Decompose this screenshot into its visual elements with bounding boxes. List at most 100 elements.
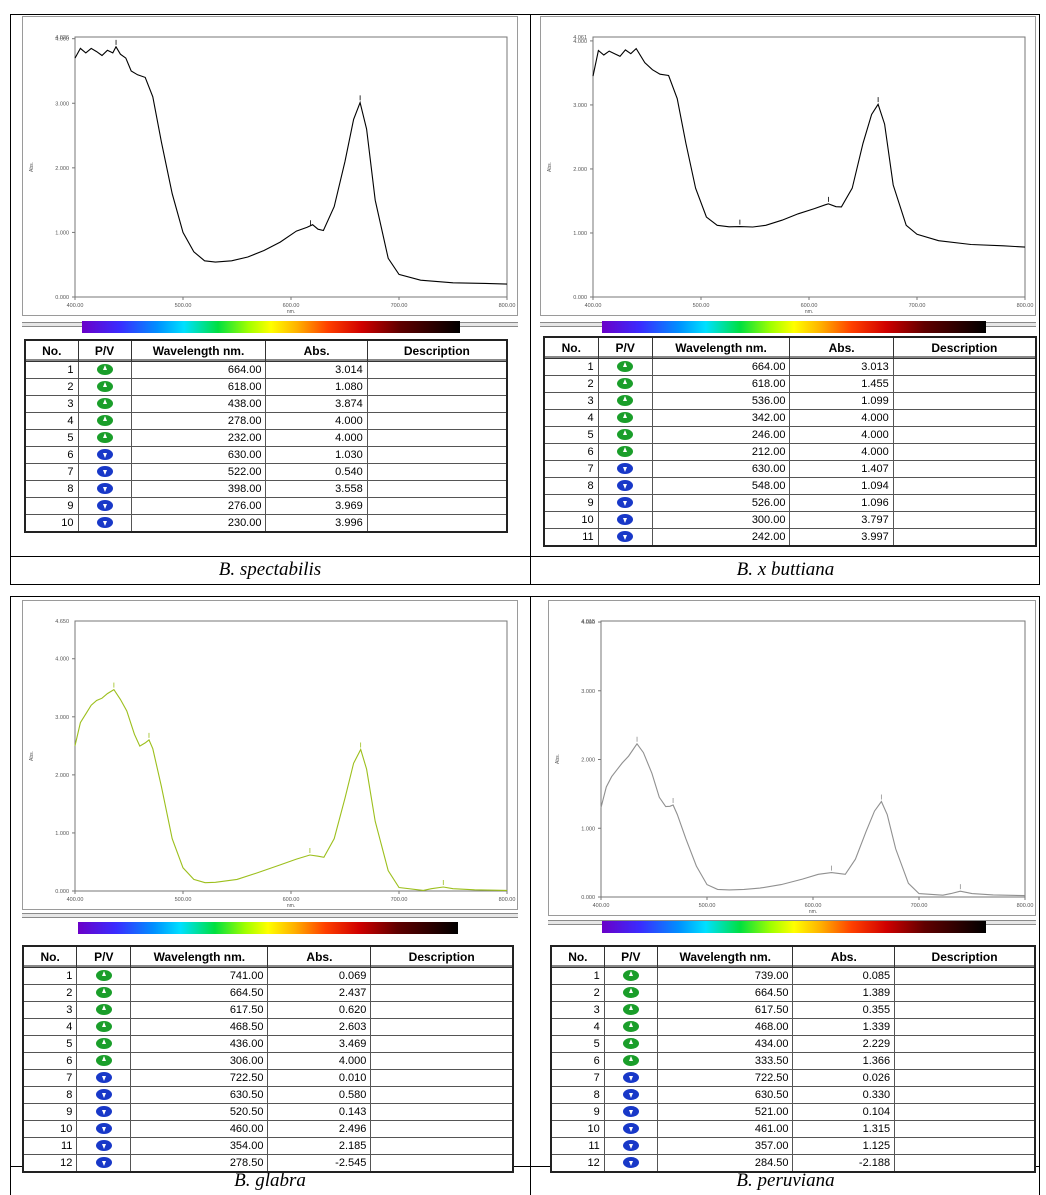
description-cell	[894, 1035, 1036, 1053]
pv-cell	[77, 497, 132, 515]
table-row[interactable]: 11 354.00 2.185	[22, 1137, 514, 1155]
pv-cell	[597, 477, 653, 495]
column-header-p-v[interactable]: P/V	[77, 339, 132, 362]
column-header-wavelength-nm[interactable]: Wavelength nm.	[130, 339, 267, 362]
table-row[interactable]: 7 722.50 0.010	[22, 1069, 514, 1087]
pv-cell	[76, 984, 132, 1002]
splitter-bar[interactable]	[22, 913, 518, 918]
table-row[interactable]: 12 284.50 -2.188	[550, 1154, 1036, 1173]
y-tick-label: 4.000	[55, 657, 69, 663]
table-row[interactable]: 1 664.00 3.013	[543, 358, 1037, 376]
column-header-no[interactable]: No.	[24, 339, 79, 362]
absorbance-cell: 0.026	[792, 1069, 896, 1087]
table-row[interactable]: 8 548.00 1.094	[543, 477, 1037, 495]
description-cell	[370, 967, 514, 985]
column-header-no[interactable]: No.	[543, 336, 599, 359]
table-row[interactable]: 11 242.00 3.997	[543, 528, 1037, 547]
absorbance-cell: 1.366	[792, 1052, 896, 1070]
column-header-p-v[interactable]: P/V	[603, 945, 658, 968]
x-tick-label: 700.00	[391, 303, 408, 309]
table-row[interactable]: 7 722.50 0.026	[550, 1069, 1036, 1087]
pv-cell	[77, 463, 132, 481]
table-row[interactable]: 5 246.00 4.000	[543, 426, 1037, 444]
table-row[interactable]: 3 536.00 1.099	[543, 392, 1037, 410]
pv-cell	[603, 1052, 658, 1070]
description-cell	[892, 426, 1037, 444]
column-header-abs[interactable]: Abs.	[265, 339, 368, 362]
wavelength-cell: 630.50	[130, 1086, 269, 1104]
table-row[interactable]: 9 520.50 0.143	[22, 1103, 514, 1121]
table-row[interactable]: 5 232.00 4.000	[24, 429, 508, 447]
table-row[interactable]: 5 434.00 2.229	[550, 1035, 1036, 1053]
row-number: 1	[543, 358, 599, 376]
table-row[interactable]: 7 630.00 1.407	[543, 460, 1037, 478]
table-row[interactable]: 9 521.00 0.104	[550, 1103, 1036, 1121]
column-header-abs[interactable]: Abs.	[792, 945, 896, 968]
table-row[interactable]: 5 436.00 3.469	[22, 1035, 514, 1053]
table-row[interactable]: 8 630.50 0.580	[22, 1086, 514, 1104]
description-cell	[892, 392, 1037, 410]
peak-icon	[96, 398, 113, 410]
y-tick-label: 4.000	[581, 620, 595, 626]
table-row[interactable]: 10 230.00 3.996	[24, 514, 508, 533]
table-row[interactable]: 10 300.00 3.797	[543, 511, 1037, 529]
pv-cell	[603, 984, 658, 1002]
table-row[interactable]: 2 618.00 1.455	[543, 375, 1037, 393]
table-row[interactable]: 2 618.00 1.080	[24, 378, 508, 396]
column-header-no[interactable]: No.	[550, 945, 605, 968]
table-row[interactable]: 7 522.00 0.540	[24, 463, 508, 481]
table-row[interactable]: 3 617.50 0.355	[550, 1001, 1036, 1019]
y-axis-label: Abs.	[29, 751, 35, 761]
pv-cell	[76, 1103, 132, 1121]
pv-cell	[77, 429, 132, 447]
bottom-figure-frame	[10, 596, 1040, 1195]
table-row[interactable]: 1 739.00 0.085	[550, 967, 1036, 985]
table-row[interactable]: 9 276.00 3.969	[24, 497, 508, 515]
column-header-no[interactable]: No.	[22, 945, 78, 968]
table-row[interactable]: 4 278.00 4.000	[24, 412, 508, 430]
valley-icon	[96, 517, 113, 529]
table-row[interactable]: 12 278.50 -2.545	[22, 1154, 514, 1173]
column-header-description[interactable]: Description	[894, 945, 1036, 968]
description-cell	[370, 1035, 514, 1053]
column-header-wavelength-nm[interactable]: Wavelength nm.	[651, 336, 791, 359]
table-row[interactable]: 8 630.50 0.330	[550, 1086, 1036, 1104]
table-row[interactable]: 9 526.00 1.096	[543, 494, 1037, 512]
description-cell	[894, 1154, 1036, 1173]
table-row[interactable]: 3 617.50 0.620	[22, 1001, 514, 1019]
table-row[interactable]: 2 664.50 2.437	[22, 984, 514, 1002]
table-row[interactable]: 1 664.00 3.014	[24, 361, 508, 379]
description-cell	[370, 1137, 514, 1155]
wavelength-color-bar	[602, 321, 986, 333]
y-tick-label: 2.000	[573, 167, 587, 173]
column-header-wavelength-nm[interactable]: Wavelength nm.	[130, 945, 269, 968]
pv-cell	[603, 967, 658, 985]
wavelength-cell: 630.00	[651, 460, 791, 478]
table-row[interactable]: 10 460.00 2.496	[22, 1120, 514, 1138]
column-header-description[interactable]: Description	[370, 945, 514, 968]
table-row[interactable]: 3 438.00 3.874	[24, 395, 508, 413]
table-row[interactable]: 4 342.00 4.000	[543, 409, 1037, 427]
table-row[interactable]: 8 398.00 3.558	[24, 480, 508, 498]
description-cell	[892, 460, 1037, 478]
table-row[interactable]: 6 333.50 1.366	[550, 1052, 1036, 1070]
table-row[interactable]: 10 461.00 1.315	[550, 1120, 1036, 1138]
column-header-p-v[interactable]: P/V	[597, 336, 653, 359]
table-row[interactable]: 1 741.00 0.069	[22, 967, 514, 985]
table-row[interactable]: 11 357.00 1.125	[550, 1137, 1036, 1155]
column-header-description[interactable]: Description	[892, 336, 1037, 359]
table-row[interactable]: 4 468.00 1.339	[550, 1018, 1036, 1036]
column-header-description[interactable]: Description	[366, 339, 508, 362]
column-header-abs[interactable]: Abs.	[789, 336, 894, 359]
column-header-p-v[interactable]: P/V	[76, 945, 132, 968]
table-row[interactable]: 6 212.00 4.000	[543, 443, 1037, 461]
table-row[interactable]: 6 630.00 1.030	[24, 446, 508, 464]
column-header-abs[interactable]: Abs.	[267, 945, 372, 968]
table-row[interactable]: 2 664.50 1.389	[550, 984, 1036, 1002]
table-row[interactable]: 4 468.50 2.603	[22, 1018, 514, 1036]
column-header-wavelength-nm[interactable]: Wavelength nm.	[656, 945, 794, 968]
x-tick-label: 700.00	[911, 903, 928, 909]
table-row[interactable]: 6 306.00 4.000	[22, 1052, 514, 1070]
wavelength-cell: 232.00	[130, 429, 267, 447]
wavelength-cell: 398.00	[130, 480, 267, 498]
